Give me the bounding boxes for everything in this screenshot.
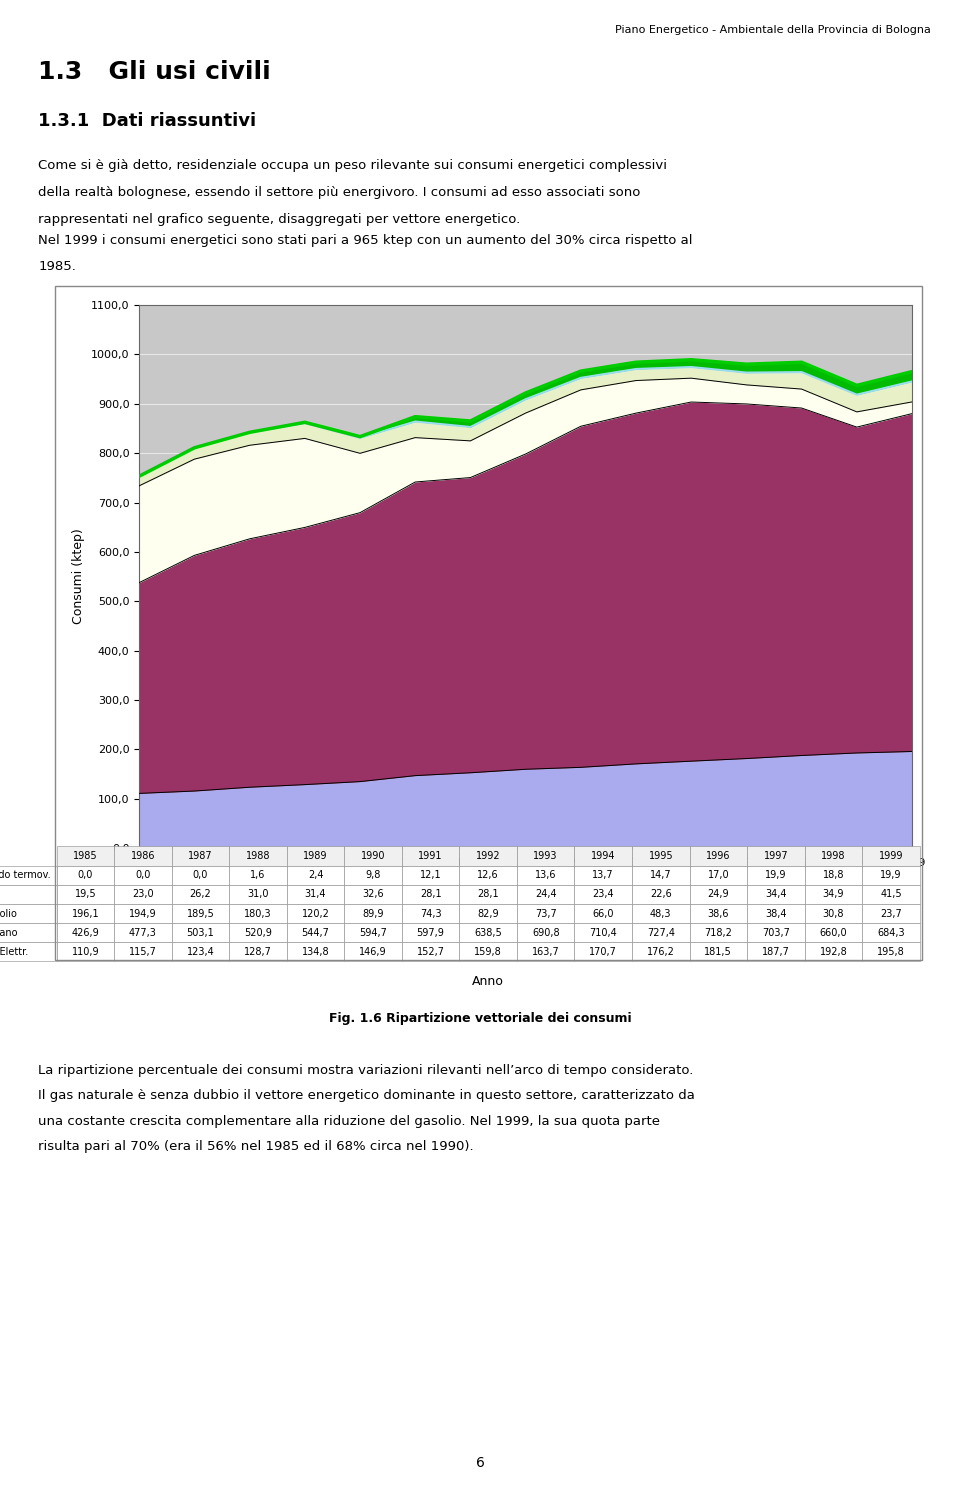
Bar — [0, 927, 43, 937]
Y-axis label: Consumi (ktep): Consumi (ktep) — [72, 528, 85, 625]
Text: 1.3   Gli usi civili: 1.3 Gli usi civili — [38, 60, 271, 83]
Text: La ripartizione percentuale dei consumi mostra variazioni rilevanti nell’arco di: La ripartizione percentuale dei consumi … — [38, 1064, 694, 1077]
Bar — [0, 946, 43, 957]
Text: una costante crescita complementare alla riduzione del gasolio. Nel 1999, la sua: una costante crescita complementare alla… — [38, 1115, 660, 1128]
Text: 6: 6 — [475, 1457, 485, 1470]
Bar — [0, 890, 43, 900]
Text: rappresentati nel grafico seguente, disaggregati per vettore energetico.: rappresentati nel grafico seguente, disa… — [38, 213, 520, 226]
Text: 1985.: 1985. — [38, 260, 76, 274]
Text: Anno: Anno — [472, 975, 504, 988]
Text: Il gas naturale è senza dubbio il vettore energetico dominante in questo settore: Il gas naturale è senza dubbio il vettor… — [38, 1089, 695, 1103]
Text: Piano Energetico - Ambientale della Provincia di Bologna: Piano Energetico - Ambientale della Prov… — [615, 25, 931, 36]
Text: 1.3.1  Dati riassuntivi: 1.3.1 Dati riassuntivi — [38, 112, 256, 129]
Text: Fig. 1.6 Ripartizione vettoriale dei consumi: Fig. 1.6 Ripartizione vettoriale dei con… — [328, 1012, 632, 1025]
Text: Come si è già detto, residenziale occupa un peso rilevante sui consumi energetic: Come si è già detto, residenziale occupa… — [38, 159, 667, 173]
Text: risulta pari al 70% (era il 56% nel 1985 ed il 68% circa nel 1990).: risulta pari al 70% (era il 56% nel 1985… — [38, 1140, 474, 1153]
Bar — [0, 908, 43, 920]
Text: della realtà bolognese, essendo il settore più energivoro. I consumi ad esso ass: della realtà bolognese, essendo il setto… — [38, 186, 640, 199]
Text: Nel 1999 i consumi energetici sono stati pari a 965 ktep con un aumento del 30% : Nel 1999 i consumi energetici sono stati… — [38, 234, 693, 247]
Bar — [0, 870, 43, 881]
